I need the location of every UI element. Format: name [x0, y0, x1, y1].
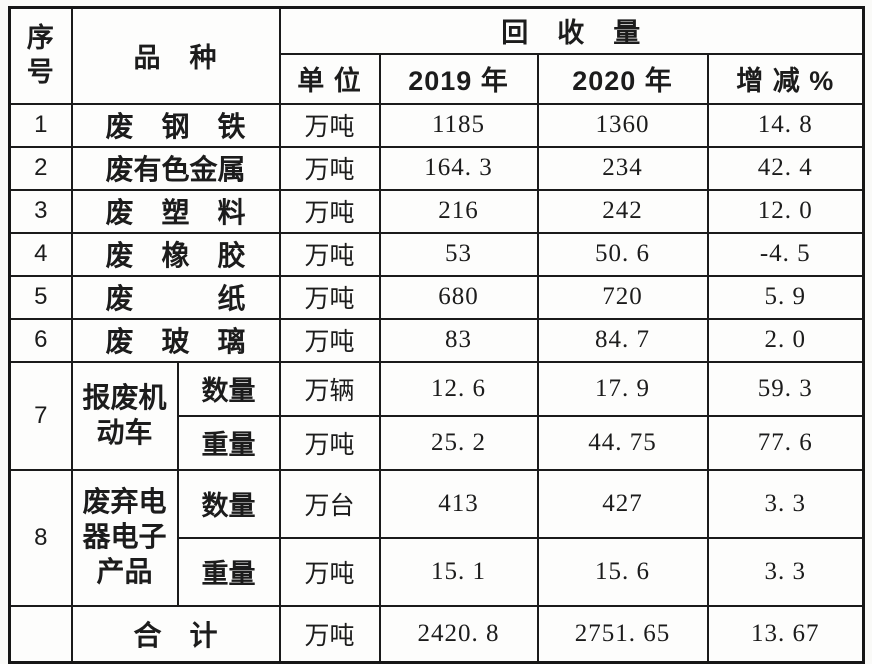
value-2020: 427 [536, 468, 709, 539]
unit-cell: 万吨 [278, 188, 381, 234]
variety-name: 废 塑 料 [70, 188, 281, 234]
value-2019: 15. 1 [378, 536, 539, 607]
value-2019: 12. 6 [378, 360, 539, 417]
unit-cell: 万吨 [278, 274, 381, 320]
header-seq-number: 序 号 [8, 6, 73, 105]
change-percent: 2. 0 [706, 317, 865, 363]
variety-name: 废 玻 璃 [70, 317, 281, 363]
unit-cell: 万吨 [278, 102, 381, 148]
total-label: 合 计 [70, 604, 281, 664]
unit-cell: 万吨 [278, 231, 381, 277]
change-percent: 3. 3 [706, 536, 865, 607]
value-2019: 53 [378, 231, 539, 277]
row-number: 1 [8, 102, 73, 148]
row-number: 4 [8, 231, 73, 277]
table-row: 重量 万吨 15. 1 15. 6 3. 3 [10, 536, 865, 607]
subtype-label: 重量 [176, 414, 281, 471]
change-percent: 12. 0 [706, 188, 865, 234]
header-year-2020: 2020 年 [536, 52, 709, 105]
table-row: 6 废 玻 璃 万吨 83 84. 7 2. 0 [8, 317, 865, 363]
unit-cell: 万吨 [278, 604, 381, 664]
subtype-label: 重量 [176, 536, 281, 607]
change-percent: 3. 3 [706, 468, 865, 539]
row-number: 7 [8, 360, 73, 471]
subtype-label: 数量 [176, 468, 281, 539]
total-row: 合 计 万吨 2420. 8 2751. 65 13. 67 [8, 604, 865, 664]
row-number: 2 [8, 145, 73, 191]
value-2020: 2751. 65 [536, 604, 709, 664]
unit-cell: 万吨 [278, 317, 381, 363]
variety-name: 废 纸 [70, 274, 281, 320]
change-percent: 14. 8 [706, 102, 865, 148]
change-percent: 59. 3 [706, 360, 865, 417]
value-2020: 50. 6 [536, 231, 709, 277]
unit-cell: 万吨 [278, 414, 381, 471]
recovery-table: 序 号 品 种 回 收 量 单 位 2019 年 2020 年 增 减 % 1 … [8, 6, 865, 664]
table-row: 5 废 纸 万吨 680 720 5. 9 [8, 274, 865, 320]
unit-cell: 万吨 [278, 536, 381, 607]
variety-name: 废有色金属 [70, 145, 281, 191]
table-row: 4 废 橡 胶 万吨 53 50. 6 -4. 5 [8, 231, 865, 277]
table-row: 2 废有色金属 万吨 164. 3 234 42. 4 [8, 145, 865, 191]
header-variety: 品 种 [70, 6, 281, 105]
subtype-label: 数量 [176, 360, 281, 417]
value-2020: 15. 6 [536, 536, 709, 607]
value-2020: 84. 7 [536, 317, 709, 363]
value-2019: 164. 3 [378, 145, 539, 191]
row-number: 5 [8, 274, 73, 320]
value-2020: 242 [536, 188, 709, 234]
value-2020: 234 [536, 145, 709, 191]
change-percent: 77. 6 [706, 414, 865, 471]
row-number: 8 [8, 468, 73, 607]
table-row: 重量 万吨 25. 2 44. 75 77. 6 [10, 414, 865, 471]
value-2020: 17. 9 [536, 360, 709, 417]
value-2019: 25. 2 [378, 414, 539, 471]
recovery-table-container: 序 号 品 种 回 收 量 单 位 2019 年 2020 年 增 减 % 1 … [8, 6, 865, 664]
table-row: 7 报废机 动车 数量 万辆 12. 6 17. 9 59. 3 [8, 360, 865, 471]
value-2020: 720 [536, 274, 709, 320]
table-row: 8 废弃电 器电子 产品 数量 万台 413 427 3. 3 [8, 468, 865, 607]
variety-name: 废 橡 胶 [70, 231, 281, 277]
total-row-number-empty [8, 604, 73, 664]
change-percent: -4. 5 [706, 231, 865, 277]
unit-cell: 万辆 [278, 360, 381, 417]
value-2019: 83 [378, 317, 539, 363]
value-2020: 44. 75 [536, 414, 709, 471]
unit-cell: 万台 [278, 468, 381, 539]
value-2019: 1185 [378, 102, 539, 148]
variety-name: 报废机 动车 [70, 360, 179, 471]
header-recovery-group: 回 收 量 [278, 6, 865, 55]
unit-cell: 万吨 [278, 145, 381, 191]
value-2019: 2420. 8 [378, 604, 539, 664]
variety-name: 废弃电 器电子 产品 [70, 468, 179, 607]
header-change-percent: 增 减 % [706, 52, 865, 105]
table-row: 3 废 塑 料 万吨 216 242 12. 0 [8, 188, 865, 234]
change-percent: 5. 9 [706, 274, 865, 320]
row-number: 3 [8, 188, 73, 234]
header-unit: 单 位 [278, 52, 381, 105]
value-2019: 413 [378, 468, 539, 539]
value-2019: 680 [378, 274, 539, 320]
table-row: 1 废 钢 铁 万吨 1185 1360 14. 8 [8, 102, 865, 148]
variety-name: 废 钢 铁 [70, 102, 281, 148]
change-percent: 42. 4 [706, 145, 865, 191]
value-2020: 1360 [536, 102, 709, 148]
value-2019: 216 [378, 188, 539, 234]
header-year-2019: 2019 年 [378, 52, 539, 105]
row-number: 6 [8, 317, 73, 363]
change-percent: 13. 67 [706, 604, 865, 664]
